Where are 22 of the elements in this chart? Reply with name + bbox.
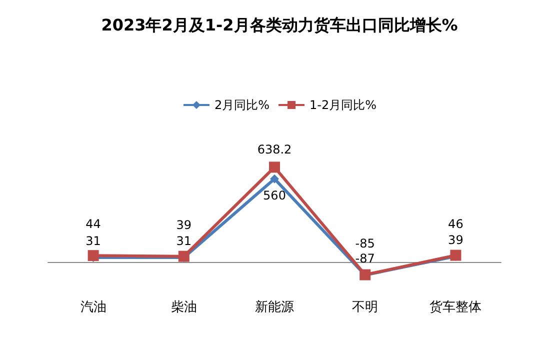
x-tick-label: 汽油 <box>80 300 106 315</box>
data-label: 46 <box>448 216 464 231</box>
point <box>178 250 190 262</box>
legend-label: 1-2月同比% <box>310 98 377 112</box>
x-tick-label: 不明 <box>352 300 378 315</box>
data-label: -85 <box>355 236 375 250</box>
x-tick-label: 柴油 <box>170 300 197 315</box>
legend-label: 2月同比% <box>214 98 270 112</box>
point <box>270 174 279 184</box>
x-tick-label: 货车整体 <box>430 300 482 315</box>
point <box>269 162 280 173</box>
data-label: 560 <box>263 188 286 202</box>
point <box>88 250 99 262</box>
data-label: 31 <box>86 234 101 248</box>
data-label: 39 <box>448 232 464 247</box>
data-label: -87 <box>355 252 375 266</box>
data-label: 39 <box>176 218 192 232</box>
data-label: 638.2 <box>257 142 292 157</box>
data-label: 31 <box>176 234 192 248</box>
chart-title: 2023年2月及1-2月各类动力货车出口同比增长% <box>101 16 458 34</box>
x-tick-label: 新能源 <box>255 300 294 315</box>
data-label: 44 <box>86 217 101 232</box>
